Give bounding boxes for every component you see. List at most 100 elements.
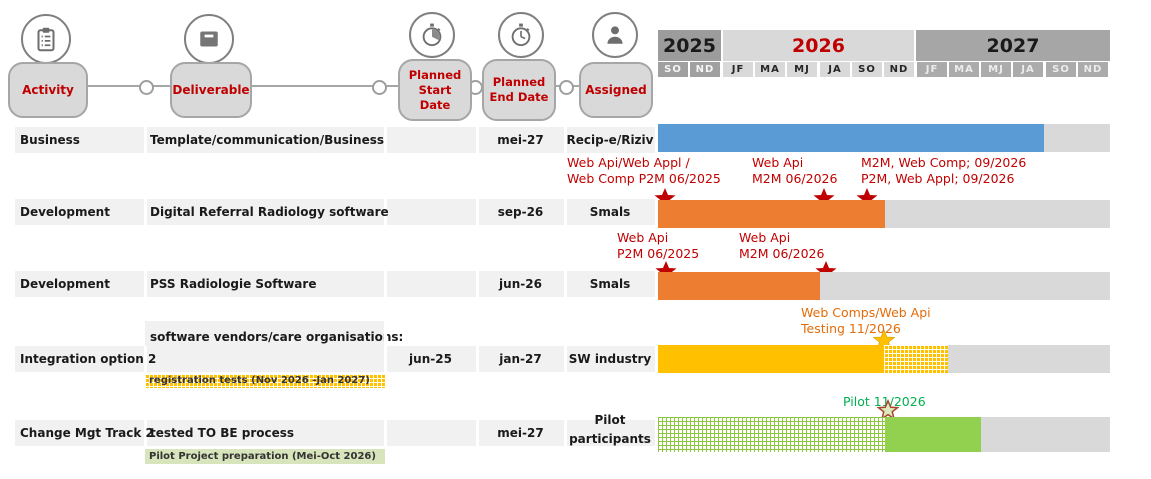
deliverable-cell: Digital Referral Radiology software	[150, 205, 389, 219]
month-cell: ND	[884, 62, 914, 77]
year-band-2025: 2025	[658, 30, 721, 61]
flow-node-label: Activity	[22, 82, 74, 97]
assigned-cell: Smals	[589, 277, 631, 291]
month-cell: MA	[949, 62, 979, 77]
column-separator	[144, 199, 147, 225]
month-cell: ND	[690, 62, 720, 77]
planned-end-cell: jun-26	[499, 277, 542, 291]
month-cell: MA	[755, 62, 785, 77]
planned-end-cell: mei-27	[497, 426, 544, 440]
column-separator	[476, 420, 479, 446]
planned-end-cell: mei-27	[497, 133, 544, 147]
activity-cell: Development	[20, 277, 110, 291]
milestone-annotation: Pilot 11/2026	[843, 394, 926, 409]
deliverable-cell: Template/communication/Business	[150, 133, 384, 147]
column-separator	[476, 199, 479, 225]
year-band-2027: 2027	[916, 30, 1110, 61]
gantt-bar-development-1[interactable]	[658, 200, 885, 228]
year-label: 2026	[792, 34, 845, 57]
milestone-annotation: Web Comps/Web Api Testing 11/2026	[801, 305, 931, 336]
assigned-cell: SW industry	[568, 352, 652, 366]
gantt-bar-changemgt-prep[interactable]	[658, 417, 885, 452]
column-separator	[564, 271, 567, 297]
column-separator	[144, 271, 147, 297]
column-separator	[564, 199, 567, 225]
planned-start-cell: jun-25	[409, 352, 452, 366]
deliverable-cell: PSS Radiologie Software	[150, 277, 317, 291]
year-label: 2025	[663, 34, 716, 57]
column-separator	[384, 271, 387, 297]
month-cell: ND	[1078, 62, 1108, 77]
month-cell: JA	[1013, 62, 1043, 77]
milestone-annotation: Web Api M2M 06/2026	[739, 230, 825, 261]
year-band-2026: 2026	[723, 30, 914, 61]
stopwatch-icon	[409, 12, 455, 58]
connector-dot	[372, 80, 387, 95]
month-cell: SO	[852, 62, 882, 77]
table-row	[15, 346, 655, 372]
column-separator	[564, 420, 567, 446]
month-cell: JA	[820, 62, 850, 77]
table-row	[15, 271, 655, 297]
flow-node-label: Planned Start Date	[408, 67, 462, 112]
sub-task-label[interactable]: Pilot Project preparation (Mei-Oct 2026)	[145, 449, 385, 464]
planned-end-cell: sep-26	[497, 205, 544, 219]
milestone-star[interactable]	[877, 399, 899, 421]
flow-node-label: Planned End Date	[489, 75, 549, 104]
assigned-cell: Recip-e/Riziv	[566, 133, 654, 147]
column-separator	[564, 127, 567, 153]
month-cell: SO	[658, 62, 688, 77]
column-separator	[564, 346, 567, 372]
flow-node-planned-end-date[interactable]: Planned End Date	[482, 59, 556, 121]
column-separator	[384, 420, 387, 446]
flow-node-label: Deliverable	[172, 82, 250, 97]
activity-cell: Integration option 2	[20, 352, 157, 366]
milestone-annotation: Web Api/Web Appl / Web Comp P2M 06/2025	[567, 155, 721, 186]
activity-cell: Development	[20, 205, 110, 219]
column-separator	[384, 321, 387, 372]
table-row	[15, 199, 655, 225]
flow-connector-line	[244, 85, 400, 87]
column-separator	[384, 127, 387, 153]
connector-dot	[559, 80, 574, 95]
box-icon	[184, 14, 234, 64]
flow-node-planned-start-date[interactable]: Planned Start Date	[398, 59, 472, 121]
planned-end-cell: jan-27	[499, 352, 542, 366]
milestone-annotation: M2M, Web Comp; 09/2026 P2M, Web Appl; 09/…	[861, 155, 1027, 186]
month-cell: JF	[723, 62, 753, 77]
column-separator	[144, 420, 147, 446]
gantt-bar-integration[interactable]	[658, 345, 884, 373]
gantt-bar-development-2[interactable]	[658, 272, 820, 300]
column-separator	[144, 127, 147, 153]
table-row	[15, 127, 655, 153]
clipboard-icon	[21, 14, 71, 64]
activity-cell: Business	[20, 133, 80, 147]
sub-task-label[interactable]: registration tests (Nov 2026 -Jan 2027)	[145, 374, 385, 388]
stopwatch-icon	[498, 12, 544, 58]
connector-dot	[139, 80, 154, 95]
month-cell: MJ	[981, 62, 1011, 77]
milestone-annotation: Web Api P2M 06/2025	[617, 230, 700, 261]
gantt-bar-business[interactable]	[658, 124, 1044, 152]
column-separator	[144, 346, 147, 372]
gantt-bar-integration-planned[interactable]	[884, 345, 948, 373]
column-separator	[476, 346, 479, 372]
flow-connector-line	[80, 85, 172, 87]
month-cell: JF	[917, 62, 947, 77]
column-separator	[476, 127, 479, 153]
flow-node-deliverable[interactable]: Deliverable	[170, 62, 252, 118]
activity-cell: Change Mgt Track 2	[20, 426, 154, 440]
month-cell: SO	[1046, 62, 1076, 77]
flow-node-activity[interactable]: Activity	[8, 62, 88, 118]
assigned-cell: Smals	[589, 205, 631, 219]
gantt-bar-changemgt-pilot[interactable]	[885, 417, 981, 452]
deliverable-cell: tested TO BE process	[150, 426, 295, 440]
table-row	[15, 420, 655, 446]
assigned-cell: Pilot participants	[569, 413, 651, 446]
person-icon	[592, 12, 638, 58]
year-label: 2027	[986, 34, 1040, 57]
month-cell: MJ	[787, 62, 817, 77]
milestone-annotation: Web Api M2M 06/2026	[752, 155, 838, 186]
flow-node-assigned[interactable]: Assigned	[579, 62, 653, 118]
column-separator	[476, 271, 479, 297]
